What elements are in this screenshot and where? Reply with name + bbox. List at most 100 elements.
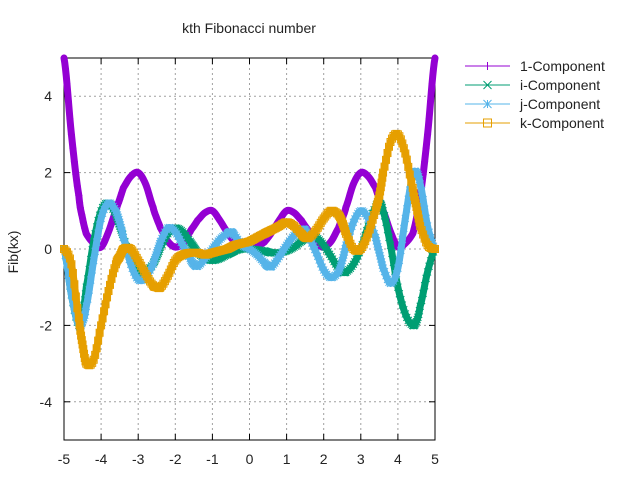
data-point — [129, 263, 132, 266]
data-point — [81, 343, 84, 346]
x-tick-label: 3 — [357, 451, 365, 467]
data-point — [293, 246, 296, 249]
data-point — [226, 248, 229, 251]
data-point — [189, 240, 192, 243]
data-point — [218, 219, 221, 222]
data-point — [137, 171, 140, 174]
data-point — [152, 263, 155, 266]
legend-item-j-component: j-Component — [465, 96, 600, 112]
data-point — [344, 270, 347, 273]
data-point — [81, 217, 84, 220]
legend: 1-Component i-Component j-Component k-Compo… — [465, 58, 605, 131]
data-point — [382, 171, 385, 174]
data-point — [374, 236, 377, 239]
data-point — [174, 230, 177, 233]
data-point — [192, 251, 195, 254]
data-point — [267, 251, 270, 254]
data-point — [434, 57, 437, 60]
data-point — [118, 198, 121, 201]
data-point — [263, 241, 266, 244]
data-point — [229, 230, 232, 233]
data-point — [382, 209, 385, 212]
data-point — [359, 248, 362, 251]
data-point — [129, 248, 132, 251]
data-point — [144, 183, 147, 186]
data-point — [218, 257, 221, 260]
data-point — [144, 272, 147, 275]
data-point — [263, 249, 266, 252]
data-point — [107, 202, 110, 205]
data-point — [114, 263, 117, 266]
legend-label-i-component: i-Component — [520, 77, 600, 93]
data-point — [118, 221, 121, 224]
data-point — [226, 232, 229, 235]
data-point — [341, 221, 344, 224]
data-point — [396, 133, 399, 136]
data-point — [270, 228, 273, 231]
data-point — [196, 251, 199, 254]
data-point — [322, 217, 325, 220]
data-point — [159, 286, 162, 289]
legend-item-1-component: 1-Component — [465, 58, 605, 74]
data-point — [137, 278, 140, 281]
data-point — [77, 194, 80, 197]
data-point — [337, 270, 340, 273]
data-point — [307, 236, 310, 239]
data-point — [270, 265, 273, 268]
data-point — [92, 259, 95, 262]
data-point — [352, 263, 355, 266]
data-point — [155, 217, 158, 220]
data-point — [189, 251, 192, 254]
data-point — [218, 249, 221, 252]
data-point — [426, 270, 429, 273]
legend-label-k-component: k-Component — [520, 115, 604, 131]
data-point — [196, 219, 199, 222]
legend-marker-j-component — [483, 99, 492, 109]
data-point — [374, 209, 377, 212]
x-tick-label: 4 — [394, 451, 402, 467]
data-point — [255, 236, 258, 239]
data-point — [359, 209, 362, 212]
y-tick-label: 4 — [44, 88, 52, 104]
data-point — [322, 244, 325, 247]
series-k-component — [60, 129, 439, 370]
data-point — [85, 362, 88, 365]
data-point — [396, 286, 399, 289]
y-tick-label: -4 — [40, 394, 53, 410]
data-point — [137, 259, 140, 262]
data-point — [426, 244, 429, 247]
legend-label-j-component: j-Component — [519, 96, 600, 112]
data-point — [107, 290, 110, 293]
data-point — [278, 225, 281, 228]
data-point — [203, 253, 206, 256]
data-point — [70, 263, 73, 266]
x-tick-label: 1 — [283, 451, 291, 467]
data-point — [404, 152, 407, 155]
data-point — [419, 225, 422, 228]
data-point — [352, 221, 355, 224]
data-point — [155, 251, 158, 254]
data-point — [300, 232, 303, 235]
data-point — [181, 244, 184, 247]
data-point — [92, 358, 95, 361]
data-point — [396, 267, 399, 270]
data-point — [315, 228, 318, 231]
data-point — [378, 194, 381, 197]
data-point — [229, 246, 232, 249]
y-tick-label: 0 — [44, 241, 52, 257]
data-point — [382, 267, 385, 270]
data-point — [159, 240, 162, 243]
data-point — [152, 205, 155, 208]
data-point — [152, 284, 155, 287]
x-tick-label: -1 — [206, 451, 219, 467]
data-point — [166, 274, 169, 277]
series-layer — [60, 54, 439, 370]
data-point — [389, 141, 392, 144]
data-point — [100, 217, 103, 220]
data-point — [255, 253, 258, 256]
y-tick-label: -2 — [40, 317, 53, 333]
data-point — [63, 57, 66, 60]
data-point — [341, 259, 344, 262]
y-axis-label: Fib(kx) — [5, 231, 21, 274]
